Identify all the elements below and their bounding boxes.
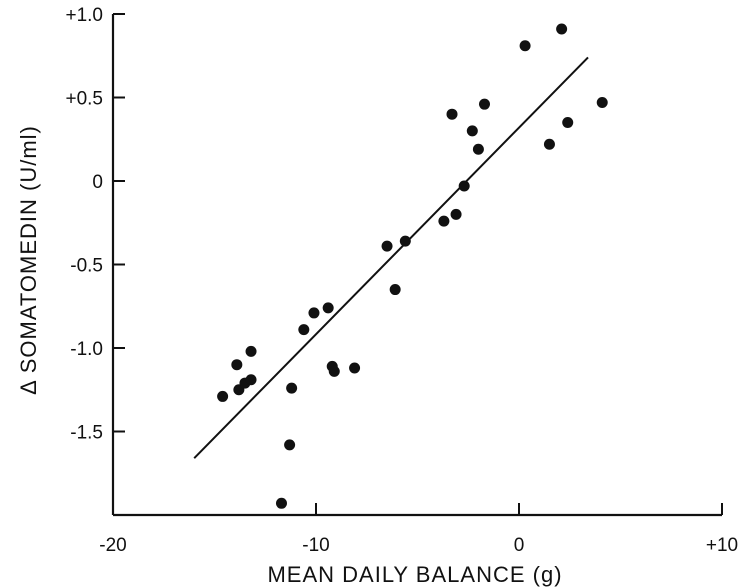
y-tick-label: 0 [92, 172, 103, 193]
data-point [596, 97, 608, 109]
data-point [478, 98, 490, 110]
x-tick-label: 0 [514, 535, 525, 556]
data-point [389, 284, 401, 296]
data-point [284, 439, 296, 451]
y-tick-label: -1.5 [70, 423, 103, 444]
axes [111, 14, 722, 517]
data-point [245, 374, 257, 386]
data-point [466, 125, 478, 137]
data-point [562, 117, 574, 129]
data-point [472, 143, 484, 155]
data-points [217, 23, 608, 509]
data-point [217, 390, 229, 402]
x-tick-label: +10 [706, 535, 738, 556]
data-point [381, 240, 393, 252]
y-axis-label: Δ SOMATOMEDIN (U/ml) [16, 125, 41, 395]
data-point [519, 40, 531, 52]
x-tick-label: -20 [99, 535, 126, 556]
data-point [556, 23, 568, 35]
data-point [543, 138, 555, 150]
data-point [399, 235, 411, 247]
x-ticks: -20 -10 0 +10 [99, 503, 738, 556]
data-point [286, 382, 298, 394]
data-point [308, 307, 320, 319]
x-axis-label: MEAN DAILY BALANCE (g) [267, 562, 562, 587]
y-tick-label: -0.5 [70, 256, 103, 277]
data-point [446, 108, 458, 120]
data-point [349, 362, 361, 374]
data-point [328, 365, 340, 377]
x-tick-label: -10 [302, 535, 329, 556]
data-point [322, 302, 334, 314]
data-point [298, 324, 310, 336]
y-tick-label: -1.0 [70, 339, 103, 360]
y-tick-label: +0.5 [65, 89, 103, 110]
y-tick-label: +1.0 [65, 5, 103, 26]
data-point [438, 215, 450, 227]
data-point [450, 208, 462, 220]
regression-line [193, 56, 589, 459]
data-point [275, 497, 287, 509]
data-point [245, 345, 257, 357]
y-ticks: +1.0 +0.5 0 -0.5 -1.0 -1.5 [65, 5, 125, 444]
data-point [458, 180, 470, 192]
data-point [231, 359, 243, 371]
